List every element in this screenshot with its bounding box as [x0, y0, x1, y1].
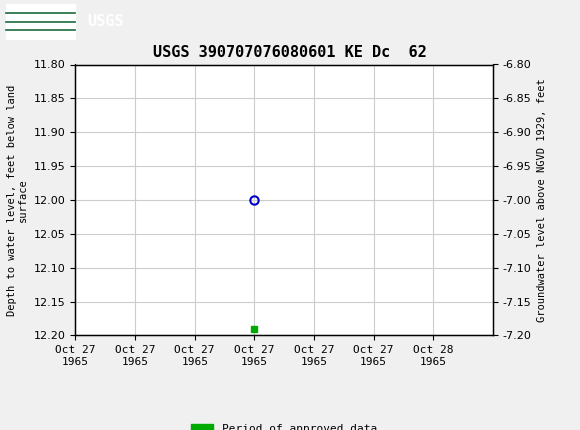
- Y-axis label: Groundwater level above NGVD 1929, feet: Groundwater level above NGVD 1929, feet: [537, 78, 547, 322]
- FancyBboxPatch shape: [6, 4, 75, 39]
- Legend: Period of approved data: Period of approved data: [187, 419, 382, 430]
- Y-axis label: Depth to water level, feet below land
surface: Depth to water level, feet below land su…: [6, 84, 28, 316]
- Text: USGS 390707076080601 KE Dc  62: USGS 390707076080601 KE Dc 62: [153, 45, 427, 60]
- Text: USGS: USGS: [87, 14, 124, 29]
